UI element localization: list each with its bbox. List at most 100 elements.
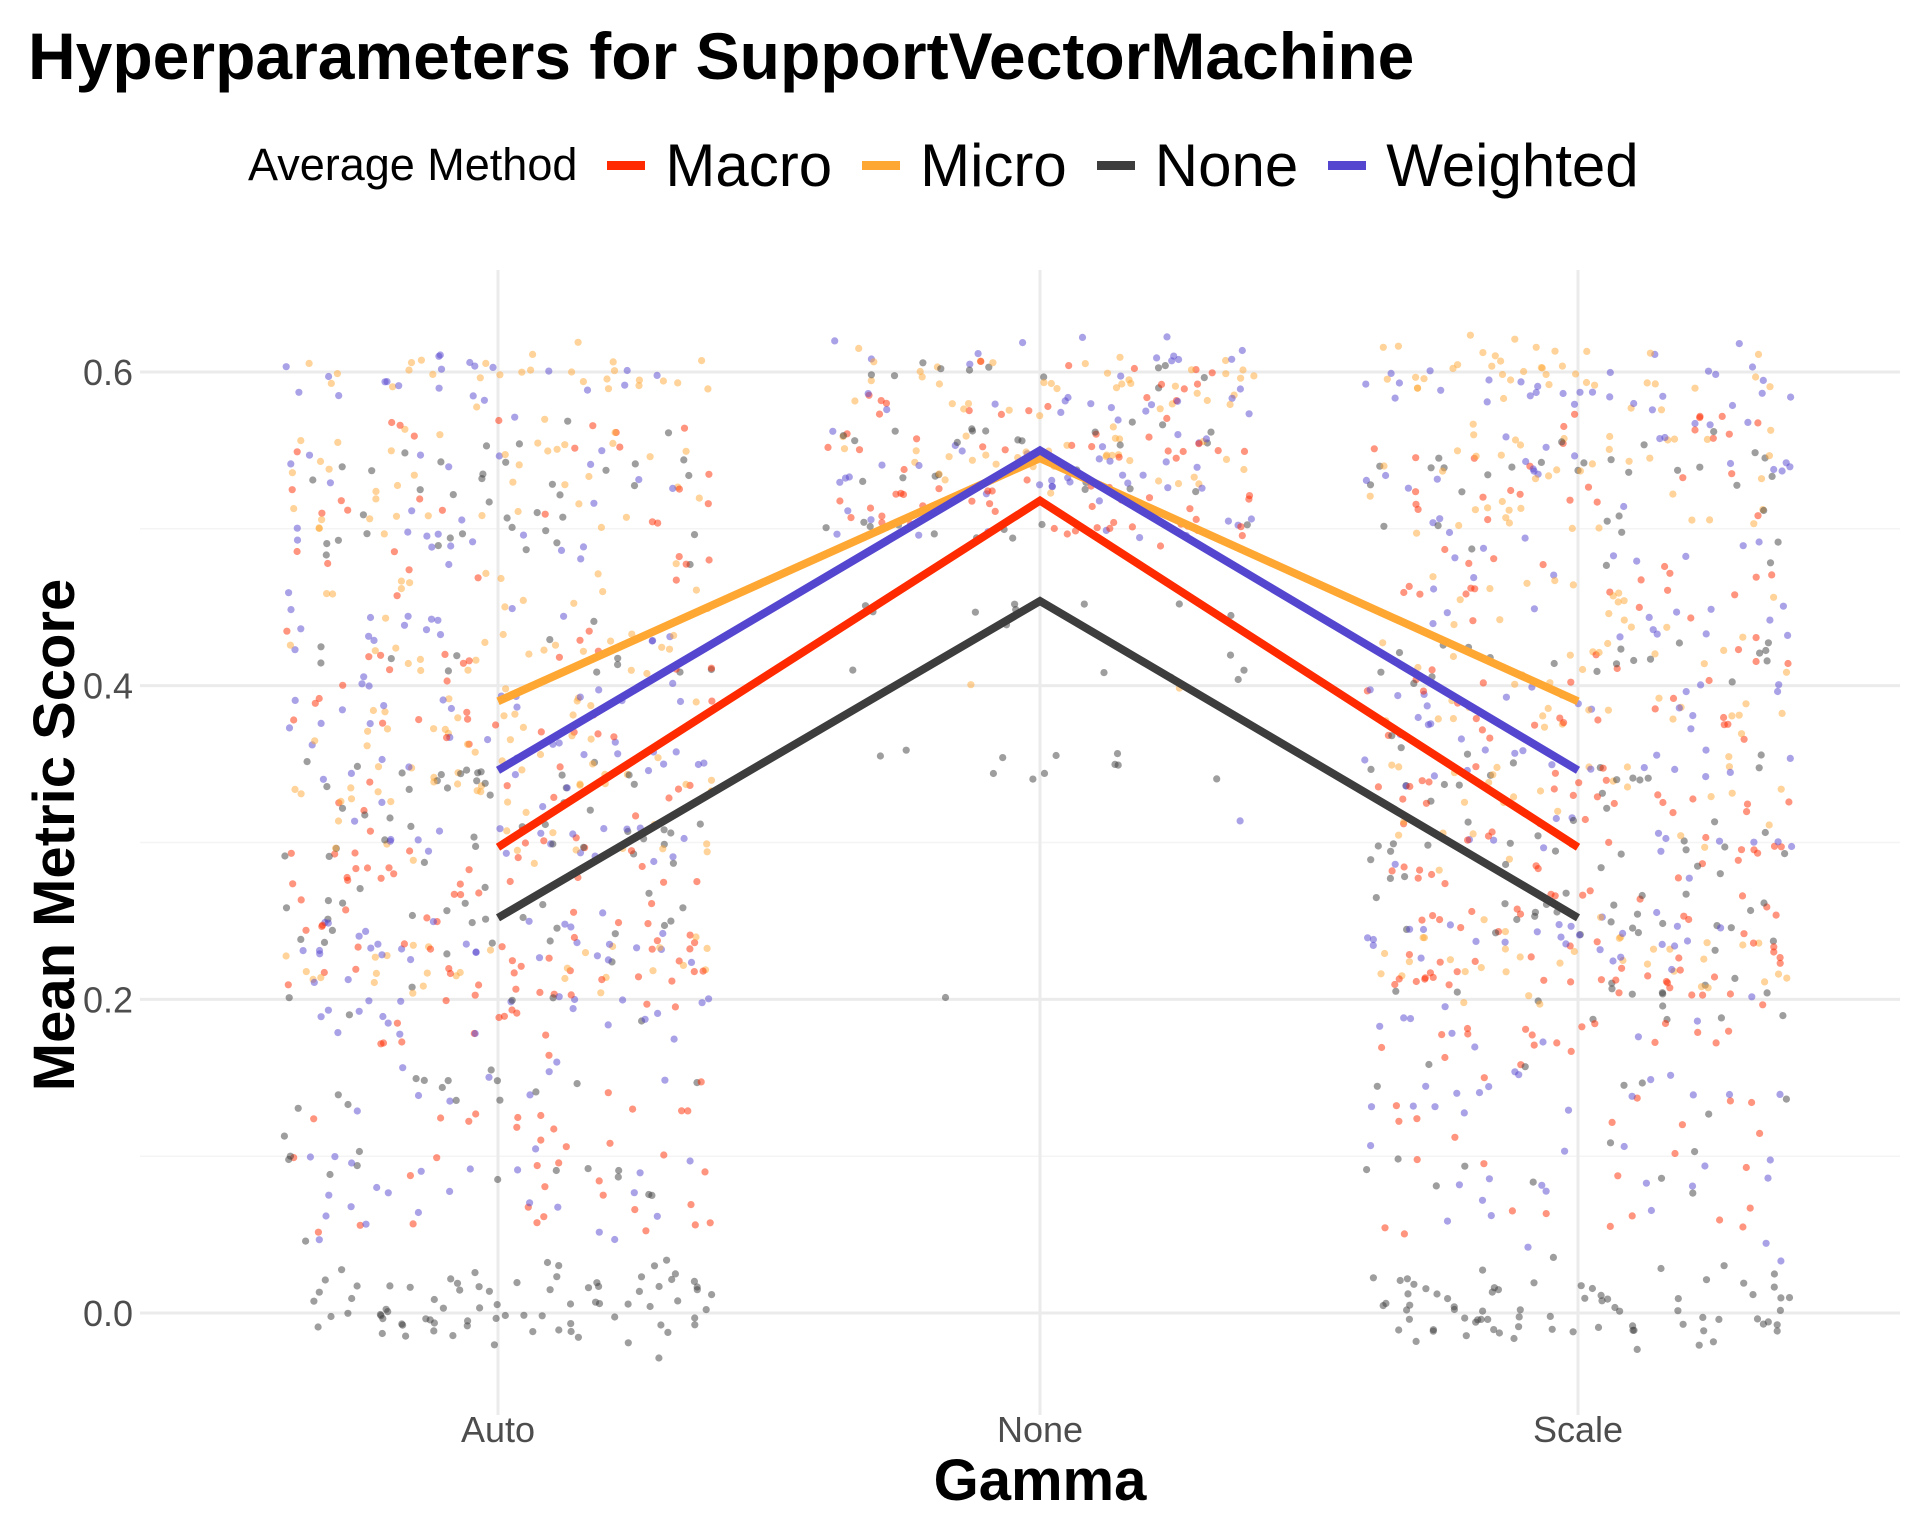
data-point-none [1759,1320,1767,1328]
data-point-weighted [335,392,343,400]
data-point-none [592,1298,600,1306]
data-point-none [1607,456,1615,464]
data-point-micro [1388,761,1396,769]
data-point-micro [1657,406,1666,414]
data-point-micro [1507,376,1515,384]
data-point-micro [551,641,560,649]
data-point-none [1501,900,1509,908]
data-point-weighted [1755,538,1763,546]
data-point-macro [393,592,401,600]
data-point-weighted [1542,443,1550,451]
data-point-macro [537,728,545,736]
data-point-weighted [395,382,403,390]
data-point-macro [1472,763,1480,771]
data-point-macro [521,839,530,847]
data-point-micro [387,798,395,806]
data-point-micro [430,778,438,786]
data-point-none [664,1328,672,1336]
data-point-micro [1688,516,1696,524]
data-point-weighted [567,923,575,931]
data-point-macro [1088,502,1096,511]
data-point-none [1406,1301,1414,1309]
data-point-none [327,1312,335,1321]
data-point-none [708,1291,716,1299]
data-point-weighted [1524,1243,1532,1251]
data-point-none [548,480,557,488]
data-point-none [968,427,977,435]
data-point-micro [1466,331,1474,339]
data-point-weighted [293,536,302,544]
legend-item-macro: Macro [607,131,832,200]
data-point-macro [457,891,465,899]
data-point-weighted [841,474,850,482]
data-point-micro [1728,789,1736,797]
data-point-none [317,659,325,667]
data-point-micro [519,723,528,732]
data-point-micro [575,500,583,508]
data-point-micro [1725,753,1733,761]
data-point-none [648,1191,656,1199]
data-point-micro [1377,970,1385,978]
data-point-weighted [399,1064,407,1072]
data-point-weighted [633,944,641,952]
data-point-macro [1093,524,1101,532]
data-point-micro [941,476,949,484]
data-point-none [493,1077,501,1085]
data-point-weighted [659,929,667,938]
data-point-micro [1649,945,1658,953]
data-point-macro [433,1154,441,1162]
y-tick-label: 0.4 [83,666,133,707]
data-point-weighted [554,1203,562,1211]
data-point-weighted [362,927,370,936]
data-point-macro [1785,798,1793,806]
data-point-micro [1379,343,1387,351]
data-point-micro [1585,706,1593,714]
data-point-none [1682,890,1690,898]
data-point-macro [443,734,451,742]
data-point-micro [369,706,377,715]
data-point-micro [473,403,481,411]
data-point-macro [1472,715,1480,723]
data-point-none [1534,832,1542,840]
data-point-micro [1735,711,1743,719]
data-point-weighted [1628,1092,1636,1100]
data-point-micro [347,795,356,803]
data-point-none [1630,656,1638,665]
data-point-none [1638,891,1646,900]
data-point-none [1581,1294,1589,1302]
data-point-weighted [416,451,425,459]
data-point-none [416,486,424,494]
data-point-none [474,769,482,777]
data-point-weighted [324,1006,332,1014]
data-point-micro [1174,480,1183,488]
data-point-macro [472,1110,480,1118]
data-point-weighted [1620,502,1628,511]
data-point-weighted [915,461,923,470]
data-point-weighted [1748,363,1757,371]
data-point-micro [1704,984,1712,992]
data-point-weighted [325,1191,333,1199]
data-point-weighted [1502,693,1510,701]
data-point-none [849,666,857,674]
data-point-weighted [1387,369,1395,377]
data-point-micro [478,511,486,520]
data-point-none [1403,1275,1411,1283]
data-point-none [1779,1012,1787,1020]
data-point-micro [935,470,943,478]
data-point-weighted [1702,630,1710,638]
data-point-none [1674,466,1682,474]
data-point-weighted [358,680,366,688]
data-point-weighted [1645,613,1653,622]
data-point-none [1770,1270,1778,1278]
data-point-none [398,1320,406,1328]
data-point-micro [311,737,319,745]
data-point-weighted [1564,1106,1573,1114]
data-point-weighted [367,944,375,952]
data-point-weighted [532,1145,540,1153]
data-point-none [1516,1306,1524,1314]
data-point-none [407,822,415,831]
data-point-micro [1703,435,1711,443]
data-point-micro [674,379,682,387]
data-point-none [1740,1279,1748,1287]
data-point-macro [1044,402,1052,411]
